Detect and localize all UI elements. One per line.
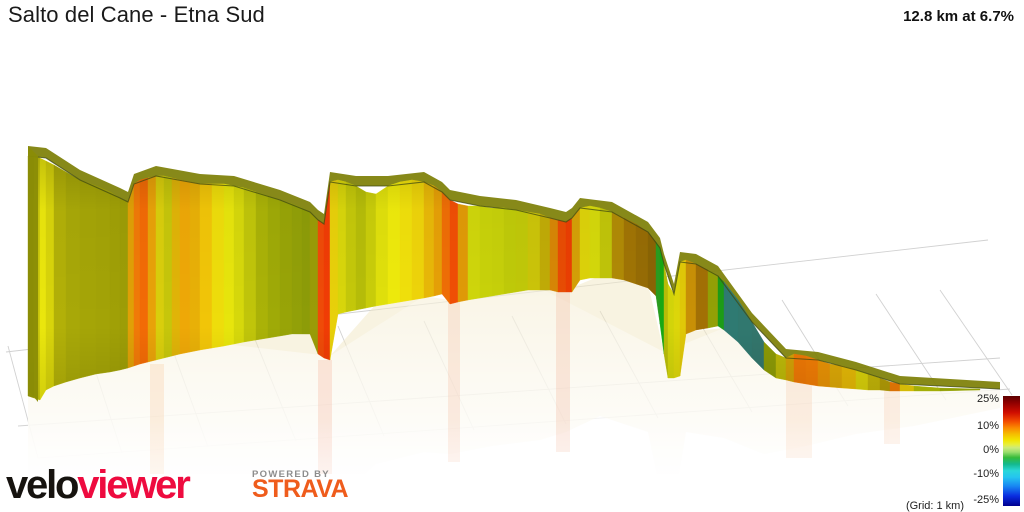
profile-canvas[interactable] bbox=[0, 34, 1024, 474]
legend-label-0: 0% bbox=[983, 444, 999, 456]
grid-scale-note: (Grid: 1 km) bbox=[905, 500, 964, 512]
ribbon-gradient-stripes bbox=[27, 155, 981, 401]
legend-label-25: 25% bbox=[976, 393, 999, 405]
legend-label-neg25: -25% bbox=[973, 494, 999, 506]
legend-label-neg10: -10% bbox=[973, 468, 999, 480]
gradient-colorbar bbox=[1003, 396, 1020, 506]
strava-logo[interactable]: STRAVA bbox=[252, 475, 349, 503]
legend-label-10: 10% bbox=[976, 420, 999, 432]
gradient-legend: 25% 10% 0% -10% -25% bbox=[952, 393, 1022, 512]
ribbon-left-endcap bbox=[28, 146, 38, 402]
logo-viewer-text: viewer bbox=[77, 463, 191, 507]
logo-velo-text: velo bbox=[6, 463, 79, 507]
powered-by-label: POWERED BY bbox=[252, 469, 330, 480]
header: Salto del Cane - Etna Sud 12.8 km at 6.7… bbox=[0, 0, 1024, 34]
elevation-profile-3d[interactable] bbox=[0, 34, 1024, 474]
ribbon-shading-overlay bbox=[28, 156, 980, 400]
ridge-outline bbox=[27, 155, 1001, 390]
page-title: Salto del Cane - Etna Sud bbox=[8, 2, 265, 27]
climb-stats: 12.8 km at 6.7% bbox=[903, 8, 1014, 25]
branding[interactable]: veloviewer POWERED BY STRAVA bbox=[6, 463, 349, 508]
veloviewer-logo[interactable]: veloviewer bbox=[6, 463, 191, 507]
